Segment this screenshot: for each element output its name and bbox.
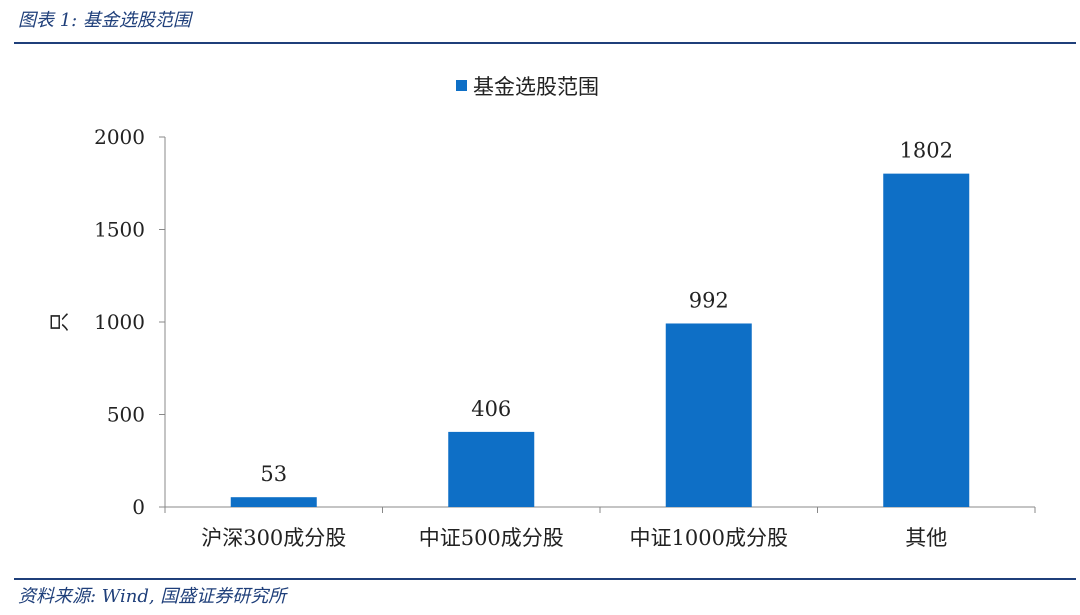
y-tick-label: 500: [107, 403, 145, 427]
bottom-rule: [14, 578, 1076, 580]
bar-chart: 基金选股范围 0 500 1000 1500 2000 只 53 沪深300成分股 406 中证50…: [47, 75, 1036, 550]
legend-swatch: [456, 80, 467, 91]
data-label: 406: [471, 397, 511, 421]
y-tick-label: 1500: [94, 218, 145, 242]
x-tick-label: 其他: [905, 526, 947, 550]
top-rule: [14, 42, 1076, 44]
y-tick-label: 1000: [94, 310, 145, 334]
figure-caption: 图表 1: 基金选股范围: [18, 10, 191, 31]
bar: [448, 431, 535, 507]
bar: [230, 497, 317, 507]
x-tick-label: 沪深300成分股: [201, 526, 346, 550]
data-label: 992: [689, 288, 729, 312]
data-label: 53: [260, 462, 287, 486]
legend-label: 基金选股范围: [473, 75, 599, 99]
bar: [665, 323, 752, 507]
y-tick-label: 2000: [94, 125, 145, 149]
x-tick-label: 中证1000成分股: [630, 526, 788, 550]
bar: [883, 173, 970, 507]
y-tick-label: 0: [132, 495, 145, 519]
data-label: 1802: [900, 139, 953, 163]
x-tick-label: 中证500成分股: [419, 526, 564, 550]
y-axis-label: 只: [47, 312, 71, 332]
source-note: 资料来源: Wind, 国盛证券研究所: [18, 586, 287, 607]
